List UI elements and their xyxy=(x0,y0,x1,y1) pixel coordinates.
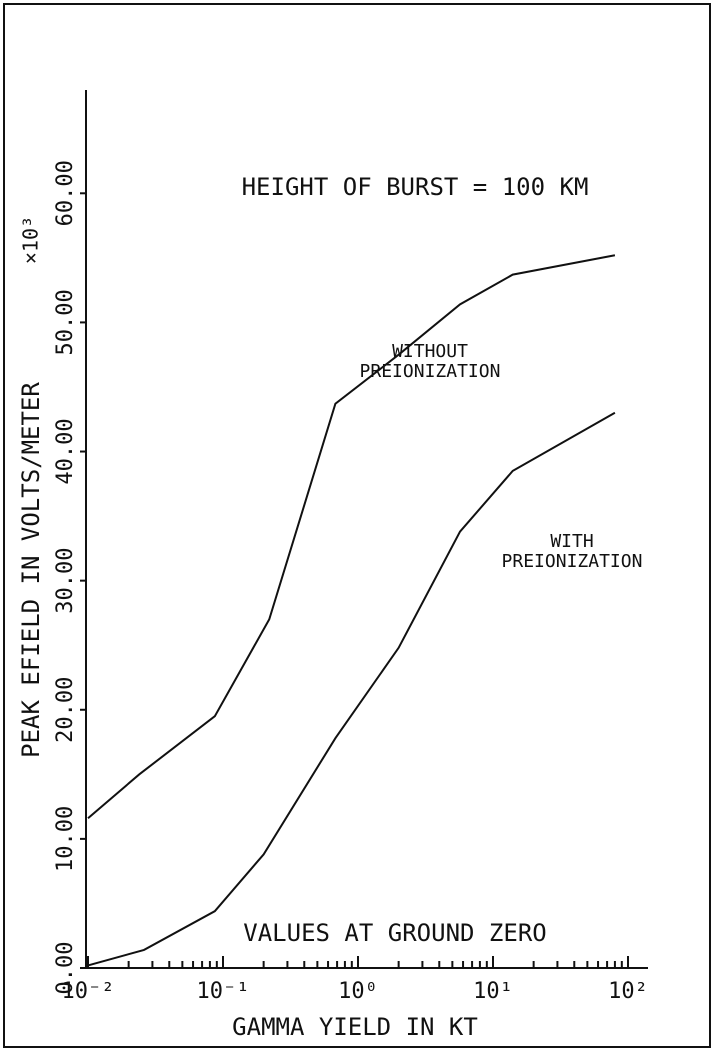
x-tick-label: 10⁻² xyxy=(62,979,115,1004)
series-label: WITHOUT PREIONIZATION xyxy=(360,341,501,382)
series-label: WITH PREIONIZATION xyxy=(502,531,643,572)
series-label-line: PREIONIZATION xyxy=(360,361,501,382)
x-tick-label: 10¹ xyxy=(473,979,513,1004)
frame xyxy=(3,3,711,1048)
y-tick-label: 10.00 xyxy=(53,806,78,872)
x-tick-label: 10⁻¹ xyxy=(197,979,250,1004)
x-tick-label: 10⁰ xyxy=(338,979,378,1004)
y-tick-label: 40.00 xyxy=(53,418,78,484)
y-tick-label: 20.00 xyxy=(53,677,78,743)
y-tick-label: 30.00 xyxy=(53,548,78,614)
series-label-line: PREIONIZATION xyxy=(502,551,643,572)
x-axis-label: GAMMA YIELD IN KT xyxy=(232,1013,478,1041)
series-line xyxy=(87,254,616,819)
annotation: VALUES AT GROUND ZERO xyxy=(243,919,546,947)
series-line xyxy=(87,411,616,967)
x-tick-label: 10² xyxy=(608,979,648,1004)
series-label-line: WITH xyxy=(550,531,593,552)
y-axis-label: PEAK EFIELD IN VOLTS/METER xyxy=(17,382,45,758)
y-tick-label: 0.00 xyxy=(53,942,78,995)
y-tick-label: 50.00 xyxy=(53,289,78,355)
chart-title: HEIGHT OF BURST = 100 KM xyxy=(242,173,589,201)
y-unit: ×10³ xyxy=(19,216,43,264)
y-tick-label: 60.00 xyxy=(53,160,78,226)
series-label-line: WITHOUT xyxy=(392,341,468,362)
